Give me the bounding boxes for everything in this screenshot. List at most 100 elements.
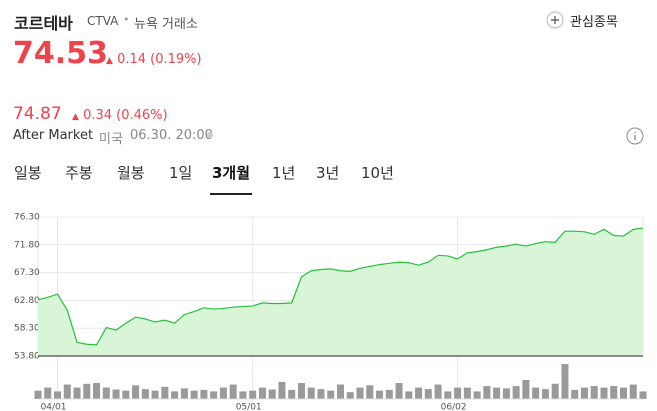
- tab[interactable]: 3년: [316, 164, 340, 182]
- after-label: After Market: [13, 128, 94, 143]
- volume-bar: [580, 387, 588, 399]
- volume-bar: [356, 387, 364, 399]
- tab[interactable]: 10년: [361, 164, 394, 182]
- volume-bar: [415, 387, 423, 399]
- after-country: 미국: [99, 132, 123, 147]
- volume-bar: [180, 388, 188, 399]
- watch-button[interactable]: 관심종목: [546, 10, 618, 30]
- stock-name: 코르테바: [14, 14, 73, 33]
- tab[interactable]: 일봉: [14, 164, 42, 182]
- volume-bar: [63, 384, 71, 399]
- volume-bar: [502, 388, 510, 399]
- volume-bar: [171, 391, 179, 399]
- volume-bar: [473, 391, 481, 399]
- after-change: ▲ 0.34 (0.46%): [72, 108, 168, 123]
- volume-bar: [34, 390, 42, 399]
- volume-bar: [54, 391, 62, 399]
- volume-bar: [122, 390, 130, 399]
- volume-bar: [493, 387, 501, 399]
- volume-bar: [229, 384, 237, 399]
- volume-bar: [151, 390, 159, 399]
- volume-bar: [83, 383, 91, 399]
- volume-bar: [619, 387, 627, 399]
- exchange: 뉴욕 거래소: [134, 17, 198, 32]
- volume-bar: [463, 387, 471, 399]
- volume-bar: [610, 386, 618, 399]
- after-price: 74.87: [13, 104, 62, 124]
- volume-bar: [317, 389, 325, 399]
- price-line: [37, 227, 644, 346]
- volume-bar: [532, 387, 540, 399]
- y-tick-label: 62.80: [14, 296, 40, 306]
- volume-bar: [444, 391, 452, 399]
- volume-bar: [424, 389, 432, 399]
- volume-bar: [161, 386, 169, 399]
- volume-bar: [268, 389, 276, 399]
- y-tick-label: 53.80: [14, 352, 40, 362]
- volume-bar: [405, 391, 413, 399]
- volume-bar: [571, 389, 579, 399]
- tab[interactable]: 1년: [272, 164, 296, 182]
- y-tick-label: 76.30: [14, 213, 40, 223]
- volume-bar: [249, 390, 257, 399]
- tab[interactable]: 주봉: [65, 164, 93, 182]
- x-tick-label: 05/01: [236, 403, 262, 411]
- volume-bar: [288, 389, 296, 399]
- tab[interactable]: 월봉: [117, 164, 145, 182]
- volume-bar: [629, 384, 637, 399]
- volume-bar: [483, 386, 491, 399]
- tab[interactable]: 1일: [169, 164, 193, 182]
- x-tick-label: 06/02: [441, 403, 467, 411]
- volume-bar: [541, 389, 549, 399]
- volume-bar: [561, 364, 569, 399]
- volume-bar: [600, 387, 608, 399]
- volume-bar: [190, 390, 198, 399]
- volume-bar: [141, 389, 149, 399]
- volume-bar: [346, 392, 354, 399]
- volume-bar: [297, 383, 305, 399]
- volume-bar: [200, 389, 208, 399]
- area-fill: [38, 228, 643, 356]
- tab-underline: [210, 193, 252, 195]
- up-arrow: ▲: [106, 56, 113, 66]
- volume-bar: [590, 386, 598, 399]
- status-dot: [207, 132, 213, 138]
- volume-bar: [307, 387, 315, 399]
- price-change: ▲ 0.14 (0.19%): [106, 52, 202, 67]
- after-change-text: 0.34 (0.46%): [83, 108, 168, 123]
- volume-bar: [258, 387, 266, 399]
- y-tick-label: 67.30: [14, 268, 40, 278]
- volume-bar: [210, 391, 218, 399]
- volume-bar: [219, 387, 227, 399]
- volume-bar: [366, 385, 374, 399]
- y-tick-label: 58.30: [14, 324, 40, 334]
- volume-bar: [454, 387, 462, 399]
- price: 74.53: [13, 36, 108, 71]
- price-change-text: 0.14 (0.19%): [117, 52, 202, 67]
- volume-bar: [522, 380, 530, 399]
- separator: •: [123, 13, 130, 26]
- volume-bar: [73, 387, 81, 399]
- volume-bar: [93, 383, 101, 399]
- chart: 53.80 58.30 62.80 67.30 71.80 76.30 04/01 05/01…: [14, 213, 647, 411]
- tab[interactable]: 3개월: [212, 164, 251, 182]
- volume-bar: [385, 389, 393, 399]
- info-icon[interactable]: [626, 127, 644, 145]
- plus-icon: [546, 11, 564, 29]
- after-time: 06.30. 20:00: [130, 128, 213, 143]
- volume-bar: [434, 384, 442, 399]
- volume-bar: [639, 391, 647, 399]
- y-tick-label: 71.80: [14, 240, 40, 250]
- volume-bar: [551, 383, 559, 399]
- volume-bar: [337, 384, 344, 399]
- volume-bar: [395, 383, 403, 399]
- volume-bar: [327, 390, 335, 399]
- volume-bar: [239, 391, 247, 399]
- volume-bar: [278, 381, 286, 399]
- up-arrow: ▲: [72, 112, 79, 122]
- volume-bar: [512, 386, 520, 399]
- volume-bar: [44, 387, 52, 399]
- volume-bar: [112, 389, 120, 399]
- watch-label: 관심종목: [570, 14, 618, 30]
